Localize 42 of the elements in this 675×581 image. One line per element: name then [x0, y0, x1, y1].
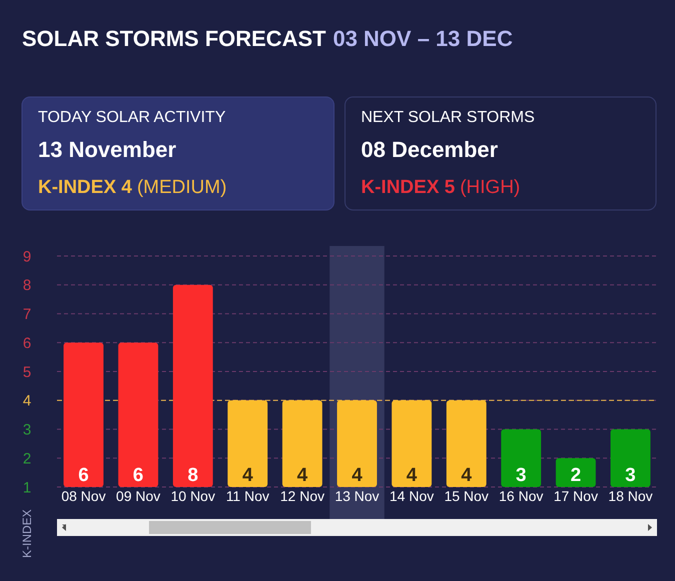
y-tick-label: 8	[22, 277, 32, 294]
x-tick-label: 09 Nov	[116, 488, 160, 504]
data-label: 3	[516, 465, 526, 486]
data-label: 3	[625, 465, 636, 486]
text: (MEDIUM)	[136, 177, 227, 198]
data-label: 4	[352, 465, 363, 486]
data-label: 4	[406, 465, 418, 486]
data-label: 2	[570, 465, 582, 486]
data-label: 6	[132, 465, 144, 486]
text: TODAY SOLAR ACTIVITY	[38, 109, 226, 126]
data-label: 6	[78, 465, 89, 486]
x-tick-label: 18 Nov	[608, 488, 653, 504]
y-tick-label: 2	[22, 450, 32, 468]
x-tick-label: 08 Nov	[61, 488, 106, 504]
text: K-INDEX 4	[38, 177, 132, 198]
x-tick-label: 14 Nov	[390, 488, 434, 504]
x-tick-label: 13 Nov	[334, 488, 380, 504]
y-tick-label: 4	[22, 392, 32, 410]
chart-subtitle: 03 NOV – 13 DEC	[332, 26, 513, 51]
text: 13 November	[38, 137, 177, 162]
x-tick-label: 11 Nov	[226, 488, 270, 504]
x-tick-label: 17 Nov	[554, 488, 598, 504]
text: (HIGH)	[460, 177, 520, 198]
text: NEXT SOLAR STORMS	[361, 109, 535, 126]
data-label: 4	[297, 465, 308, 486]
y-tick-label: 6	[22, 334, 32, 352]
y-tick-label: 5	[22, 364, 32, 381]
text: 08 December	[361, 137, 498, 162]
y-tick-label: 3	[22, 422, 32, 438]
data-label: 8	[188, 465, 198, 486]
x-tick-label: 16 Nov	[498, 488, 544, 504]
y-axis-title: K-INDEX	[20, 509, 34, 558]
data-label: 4	[242, 465, 254, 486]
x-tick-label: 15 Nov	[444, 488, 489, 504]
y-tick-label: 9	[22, 248, 32, 266]
text: K-INDEX 5	[361, 177, 456, 198]
x-tick-label: 12 Nov	[280, 488, 324, 504]
x-tick-label: 10 Nov	[170, 488, 216, 504]
data-label: 4	[461, 465, 472, 486]
chart-title: SOLAR STORMS FORECAST	[22, 26, 326, 51]
y-tick-label: 1	[22, 479, 32, 496]
y-tick-label: 7	[22, 306, 32, 323]
